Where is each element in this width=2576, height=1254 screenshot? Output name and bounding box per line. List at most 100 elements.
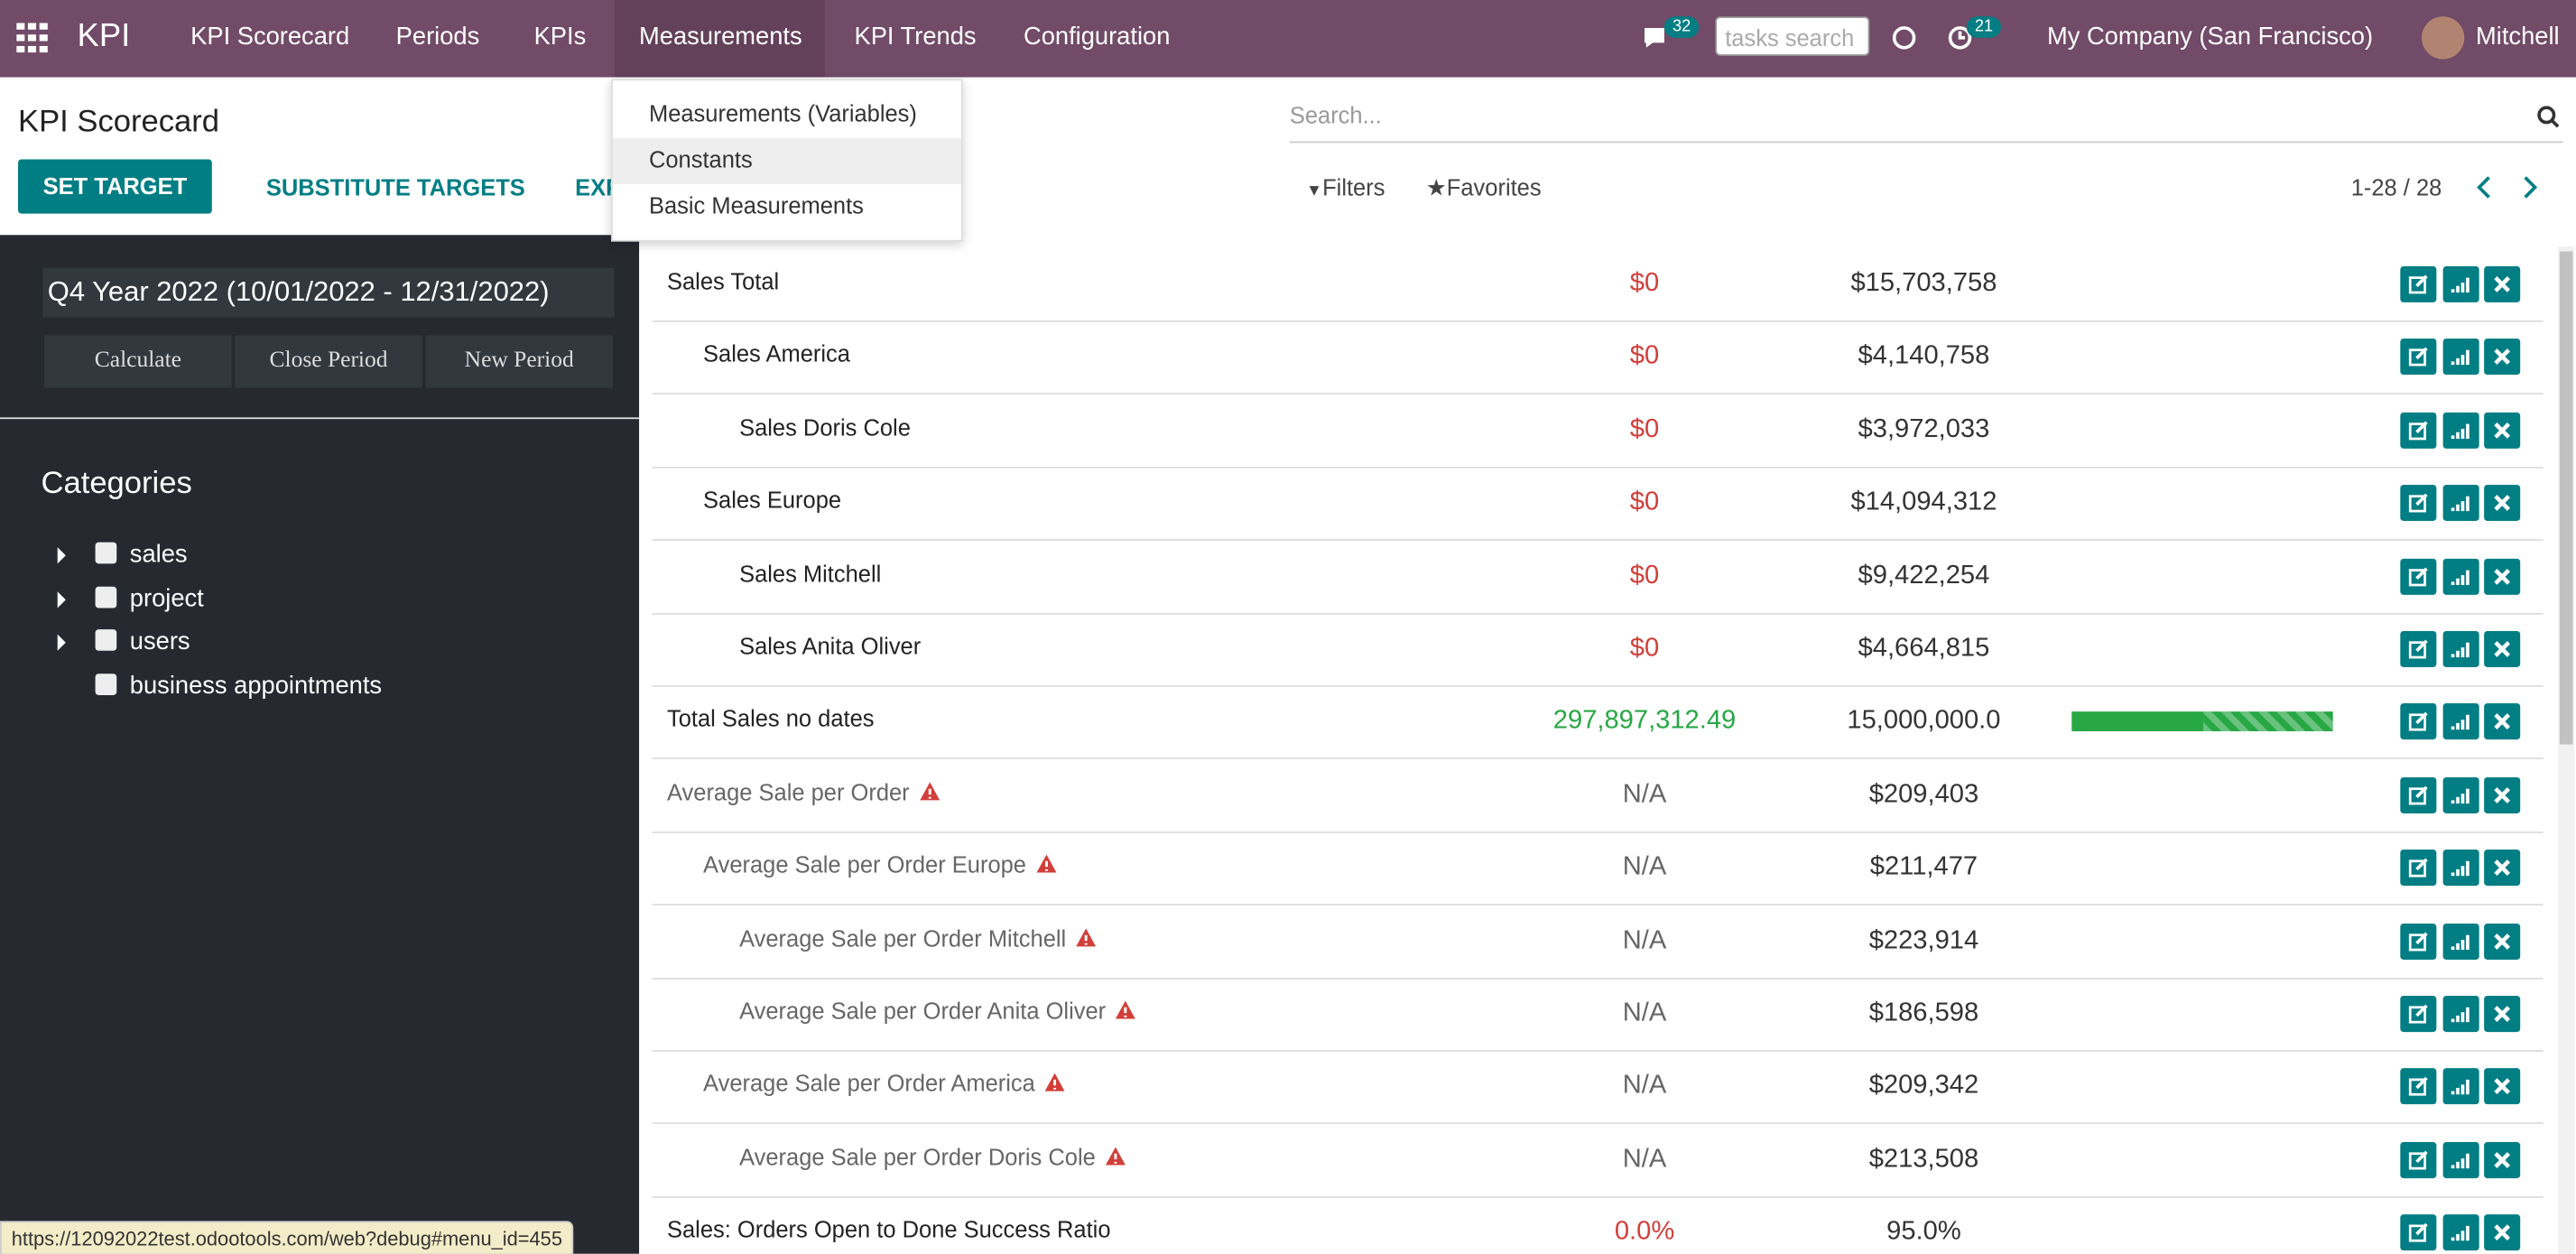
search-icon[interactable]: [2536, 105, 2560, 128]
chart-button[interactable]: [2442, 923, 2479, 960]
substitute-button[interactable]: SUBSTITUTE TARGETS: [265, 173, 525, 201]
period-select[interactable]: Q4 Year 2022 (10/01/2022 - 12/31/2022): [42, 267, 615, 318]
edit-button[interactable]: [2400, 776, 2437, 813]
expand-arrow[interactable]: [57, 634, 66, 651]
chart-button[interactable]: [2442, 485, 2479, 522]
delete-button[interactable]: [2484, 339, 2521, 376]
divider: [0, 417, 640, 420]
chart-button[interactable]: [2442, 1214, 2479, 1251]
edit-button[interactable]: [2400, 1068, 2437, 1105]
delete-button[interactable]: [2484, 630, 2521, 668]
set-target-button[interactable]: SET TARGET: [18, 159, 212, 214]
sidebar-action[interactable]: Close Period: [235, 335, 422, 388]
pager-arrows[interactable]: [2472, 174, 2546, 200]
kpi-row: Average Sale per Order N/A $209,403: [652, 759, 2544, 833]
kpi-name: Sales Mitchell: [739, 560, 881, 586]
edit-button[interactable]: [2400, 558, 2437, 595]
menu-item[interactable]: Periods: [395, 23, 480, 51]
delete-button[interactable]: [2484, 1068, 2521, 1105]
expand-arrow[interactable]: [57, 547, 66, 564]
edit-button[interactable]: [2400, 485, 2437, 522]
edit-button[interactable]: [2400, 265, 2437, 302]
checkbox[interactable]: [95, 629, 117, 651]
target-value: $14,094,312: [1850, 488, 1997, 516]
sidebar-action[interactable]: New Period: [425, 335, 613, 388]
actual-value: 297,897,312.49: [1552, 707, 1737, 736]
target-value: $223,914: [1868, 925, 1979, 954]
checkbox[interactable]: [95, 673, 117, 695]
category[interactable]: project: [129, 584, 204, 613]
kpi-name: Total Sales no dates: [667, 706, 875, 732]
dropdown-item[interactable]: Basic Measurements: [648, 191, 864, 219]
edit-button[interactable]: [2400, 1141, 2437, 1178]
avatar[interactable]: [2421, 16, 2465, 60]
refresh-icon[interactable]: [1891, 24, 1917, 51]
warning-icon: [1076, 927, 1096, 946]
edit-button[interactable]: [2400, 630, 2437, 668]
kpi-row: Average Sale per Order Europe N/A $211,477: [652, 831, 2544, 906]
expand-arrow[interactable]: [57, 590, 66, 608]
chart-button[interactable]: [2442, 339, 2479, 376]
delete-button[interactable]: [2484, 923, 2521, 960]
menu-item[interactable]: KPI Trends: [854, 23, 977, 51]
target-value: $209,342: [1868, 1072, 1979, 1101]
chart-button[interactable]: [2442, 703, 2479, 740]
delete-button[interactable]: [2484, 265, 2521, 302]
edit-button[interactable]: [2400, 850, 2437, 887]
apps-icon[interactable]: [16, 23, 49, 53]
company[interactable]: My Company (San Francisco): [2046, 23, 2374, 51]
delete-button[interactable]: [2484, 850, 2521, 887]
edit-button[interactable]: [2400, 1214, 2437, 1251]
checkbox[interactable]: [95, 585, 117, 608]
warning-icon: [1116, 1000, 1135, 1019]
activity-icon[interactable]: [1947, 24, 1973, 51]
chart-button[interactable]: [2442, 630, 2479, 668]
user[interactable]: Mitchell: [2476, 23, 2560, 51]
checkbox[interactable]: [95, 542, 117, 564]
edit-button[interactable]: [2400, 703, 2437, 740]
chart-button[interactable]: [2442, 265, 2479, 302]
app-name[interactable]: KPI: [77, 18, 131, 55]
menu-item[interactable]: KPI Scorecard: [190, 23, 350, 51]
target-value: $9,422,254: [1858, 561, 1990, 590]
delete-button[interactable]: [2484, 485, 2521, 522]
chart-button[interactable]: [2442, 1141, 2479, 1178]
delete-button[interactable]: [2484, 996, 2521, 1033]
delete-button[interactable]: [2484, 412, 2521, 449]
category[interactable]: sales: [129, 540, 188, 569]
chart-button[interactable]: [2442, 558, 2479, 595]
chart-button[interactable]: [2442, 412, 2479, 449]
sidebar-action[interactable]: Calculate: [44, 335, 232, 388]
chart-button[interactable]: [2442, 850, 2479, 887]
edit-button[interactable]: [2400, 996, 2437, 1033]
menu-item[interactable]: KPIs: [533, 23, 587, 51]
favorites[interactable]: ★Favorites: [1425, 173, 1542, 201]
search-input[interactable]: Search...: [1289, 102, 2563, 144]
kpi-row: Sales Mitchell $0 $9,422,254: [652, 540, 2544, 615]
delete-button[interactable]: [2484, 1214, 2521, 1251]
menu-item[interactable]: Measurements: [639, 23, 802, 51]
delete-button[interactable]: [2484, 1141, 2521, 1178]
category[interactable]: business appointments: [129, 671, 383, 700]
kpi-name: Average Sale per Order Doris Cole: [739, 1143, 1126, 1170]
chart-button[interactable]: [2442, 996, 2479, 1033]
chart-button[interactable]: [2442, 1068, 2479, 1105]
actual-value: 0.0%: [1614, 1218, 1675, 1247]
dropdown-item[interactable]: Measurements (Variables): [648, 100, 917, 127]
edit-button[interactable]: [2400, 339, 2437, 376]
delete-button[interactable]: [2484, 703, 2521, 740]
dropdown-item[interactable]: Constants: [648, 145, 753, 173]
tasks-search[interactable]: tasks search: [1715, 16, 1870, 56]
target-value: 15,000,000.0: [1847, 707, 2001, 736]
filters[interactable]: ▼Filters: [1306, 173, 1385, 201]
edit-button[interactable]: [2400, 923, 2437, 960]
chat-icon[interactable]: [1641, 24, 1671, 51]
menu-item[interactable]: Configuration: [1023, 23, 1171, 51]
chart-button[interactable]: [2442, 776, 2479, 813]
category[interactable]: users: [129, 627, 190, 656]
delete-button[interactable]: [2484, 776, 2521, 813]
favorites-label: Favorites: [1446, 173, 1542, 201]
scroll-thumb[interactable]: [2559, 251, 2573, 745]
edit-button[interactable]: [2400, 412, 2437, 449]
delete-button[interactable]: [2484, 558, 2521, 595]
